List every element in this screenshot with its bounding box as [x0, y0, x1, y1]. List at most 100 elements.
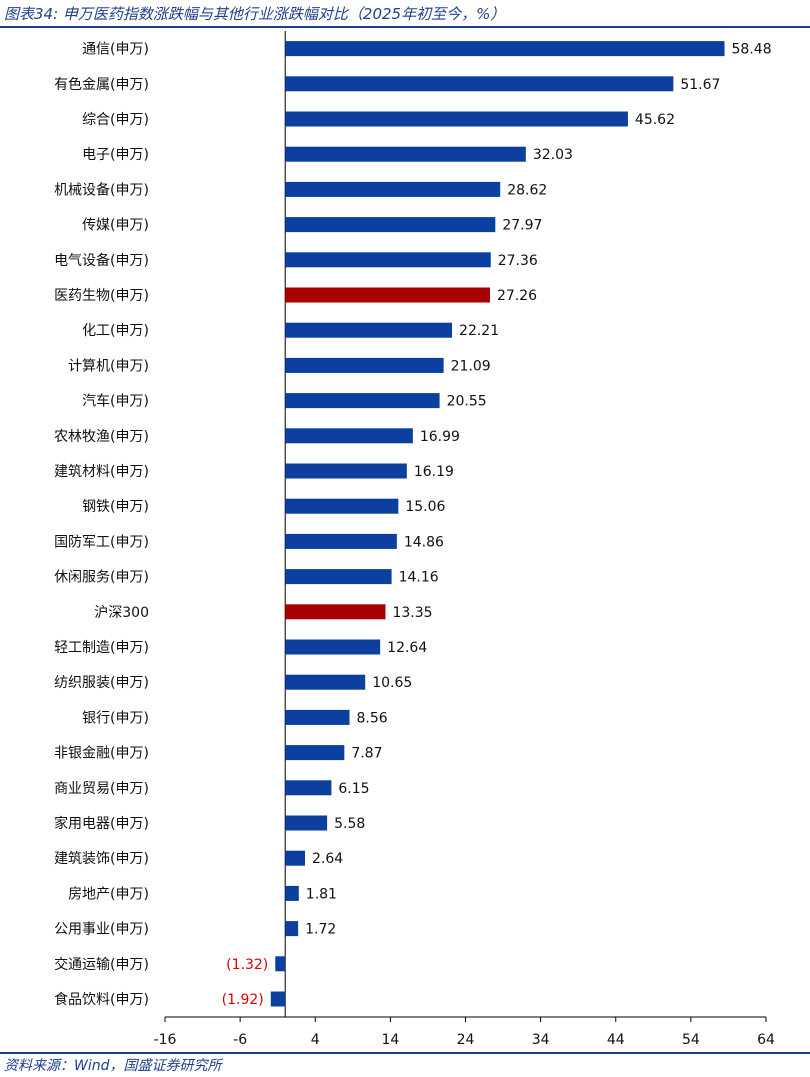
bar-6 [285, 217, 496, 233]
bar-3 [285, 111, 628, 127]
category-label: 计算机(申万) [68, 358, 149, 374]
bar-17 [285, 604, 386, 620]
category-label: 化工(申万) [82, 323, 149, 339]
bar-23 [285, 815, 328, 831]
chart-bars [270, 41, 725, 1007]
category-label: 沪深300 [94, 605, 149, 621]
value-label: 13.35 [392, 605, 432, 621]
value-label: 22.21 [459, 323, 499, 339]
x-tick-label: -16 [154, 1032, 177, 1048]
bar-14 [285, 498, 399, 514]
value-label: 15.06 [405, 499, 445, 515]
x-tick-label: 64 [757, 1032, 775, 1048]
value-label: 16.19 [414, 464, 454, 480]
value-label: 45.62 [635, 112, 675, 128]
figure-title: 图表34: 申万医药指数涨跌幅与其他行业涨跌幅对比（2025年初至今，%） [4, 5, 506, 23]
bar-21 [285, 745, 345, 761]
value-label: (1.32) [226, 957, 268, 973]
value-label: 5.58 [334, 816, 365, 832]
bar-11 [285, 393, 440, 409]
value-label: 14.86 [404, 534, 444, 550]
category-label: 商业贸易(申万) [54, 781, 149, 797]
value-label: 2.64 [312, 851, 343, 867]
source-note: 资料来源：Wind，国盛证券研究所 [4, 1058, 222, 1074]
x-tick-label: 44 [607, 1032, 625, 1048]
value-label: 6.15 [338, 781, 369, 797]
value-label: 28.62 [507, 182, 547, 198]
value-label: 7.87 [351, 746, 382, 762]
category-label: 电子(申万) [82, 147, 149, 163]
bar-28 [270, 991, 286, 1007]
category-label: 综合(申万) [82, 112, 149, 128]
bar-5 [285, 181, 501, 197]
category-label: 建筑装饰(申万) [54, 851, 149, 867]
x-tick-label: 4 [311, 1032, 320, 1048]
bar-1 [285, 41, 725, 57]
bar-27 [275, 956, 286, 972]
category-label: 汽车(申万) [82, 393, 149, 410]
bar-2 [285, 76, 674, 92]
category-label: 轻工制造(申万) [54, 640, 149, 656]
category-label: 公用事业(申万) [54, 922, 149, 938]
value-label: 20.55 [447, 394, 487, 410]
category-label: 通信(申万) [82, 42, 149, 58]
bar-20 [285, 709, 350, 725]
bar-10 [285, 357, 444, 373]
value-label: 1.72 [305, 922, 336, 938]
category-label: 传媒(申万) [82, 218, 149, 234]
category-label: 医药生物(申万) [54, 288, 149, 304]
category-label: 钢铁(申万) [82, 499, 149, 515]
x-tick-label: 34 [532, 1032, 550, 1048]
value-label: 58.48 [732, 42, 772, 58]
value-label: (1.92) [222, 992, 264, 1008]
x-tick-label: 54 [682, 1032, 700, 1048]
bar-22 [285, 780, 332, 796]
category-label: 农林牧渔(申万) [54, 429, 149, 445]
category-label: 有色金属(申万) [54, 76, 149, 93]
value-label: 27.26 [497, 288, 537, 304]
x-tick-label: -6 [233, 1032, 247, 1048]
title-rule [0, 26, 810, 28]
value-label: 8.56 [357, 710, 388, 726]
value-label: 14.16 [399, 570, 439, 586]
bar-18 [285, 639, 381, 655]
x-tick-label: 14 [381, 1032, 399, 1048]
value-label: 32.03 [533, 147, 573, 163]
x-tick-label: 24 [457, 1032, 475, 1048]
bar-4 [285, 146, 526, 162]
bar-26 [285, 921, 299, 937]
category-label: 休闲服务(申万) [54, 570, 149, 586]
footer-rule [0, 1052, 810, 1054]
category-label: 交通运输(申万) [54, 956, 149, 973]
value-label: 16.99 [420, 429, 460, 445]
category-label: 食品饮料(申万) [54, 991, 149, 1008]
value-label: 51.67 [680, 77, 720, 93]
category-label: 建筑材料(申万) [54, 464, 149, 480]
category-label: 国防军工(申万) [54, 534, 149, 550]
category-label: 纺织服装(申万) [54, 675, 149, 691]
chart-labels: 通信(申万) 58.48 有色金属(申万) 51.67 综合(申万) 45.62 电子(申万… [54, 42, 772, 1008]
bar-7 [285, 252, 491, 268]
bar-16 [285, 569, 392, 585]
bar-8 [285, 287, 490, 303]
bar-12 [285, 428, 413, 444]
category-label: 非银金融(申万) [54, 746, 149, 762]
value-label: 27.36 [498, 253, 538, 269]
bar-15 [285, 533, 397, 549]
bar-19 [285, 674, 366, 690]
category-label: 房地产(申万) [68, 886, 149, 902]
value-label: 27.97 [502, 218, 542, 234]
value-label: 1.81 [306, 886, 337, 902]
value-label: 12.64 [387, 640, 427, 656]
category-label: 家用电器(申万) [54, 815, 149, 832]
category-label: 电气设备(申万) [54, 252, 149, 269]
value-label: 21.09 [451, 358, 491, 374]
bar-25 [285, 885, 299, 901]
bar-13 [285, 463, 407, 479]
category-label: 银行(申万) [82, 710, 149, 726]
category-label: 机械设备(申万) [54, 181, 149, 198]
bar-24 [285, 850, 306, 866]
bar-9 [285, 322, 453, 338]
value-label: 10.65 [372, 675, 412, 691]
